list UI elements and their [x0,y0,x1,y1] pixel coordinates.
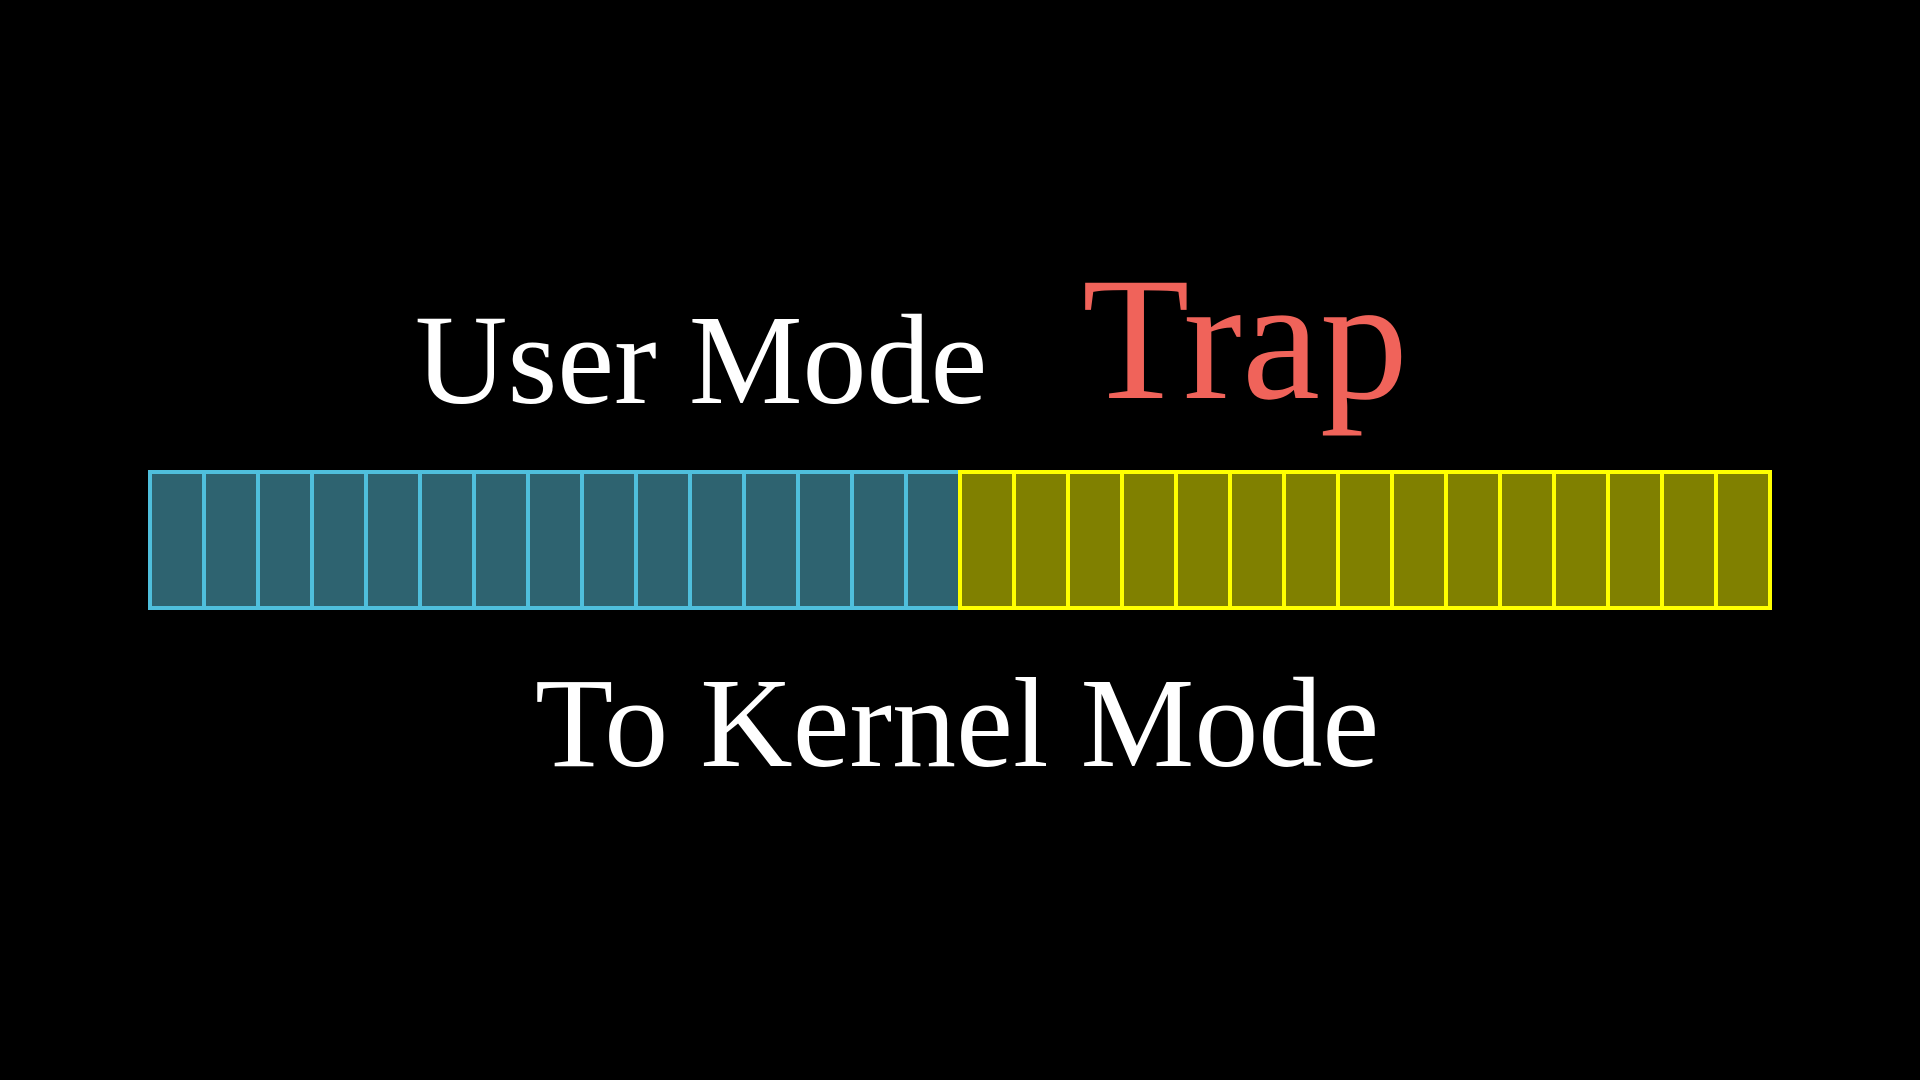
user-mode-cell [742,470,800,610]
kernel-mode-cell [1174,470,1232,610]
kernel-mode-segment [958,470,1772,610]
user-mode-cell [526,470,584,610]
user-mode-cell [904,470,962,610]
kernel-mode-cell [1120,470,1178,610]
kernel-mode-cell [1606,470,1664,610]
kernel-mode-cell [1660,470,1718,610]
user-mode-cell [472,470,530,610]
user-mode-cell [364,470,422,610]
user-mode-cell [202,470,260,610]
kernel-mode-cell [1498,470,1556,610]
user-mode-cell [148,470,206,610]
user-mode-cell [850,470,908,610]
trap-label: Trap [1082,242,1409,437]
user-mode-cell [688,470,746,610]
user-mode-cell [580,470,638,610]
user-mode-label: User Mode [415,289,988,431]
mode-timeline [148,470,1772,610]
kernel-mode-cell [1012,470,1070,610]
user-mode-segment [148,470,962,610]
user-mode-cell [634,470,692,610]
kernel-mode-cell [958,470,1016,610]
kernel-mode-cell [1228,470,1286,610]
user-mode-cell [418,470,476,610]
kernel-mode-cell [1336,470,1394,610]
user-mode-cell [796,470,854,610]
kernel-mode-cell [1552,470,1610,610]
kernel-mode-cell [1444,470,1502,610]
kernel-mode-cell [1282,470,1340,610]
kernel-mode-label: To Kernel Mode [535,652,1380,794]
user-mode-cell [256,470,314,610]
kernel-mode-cell [1066,470,1124,610]
user-mode-cell [310,470,368,610]
kernel-mode-cell [1390,470,1448,610]
kernel-mode-cell [1714,470,1772,610]
